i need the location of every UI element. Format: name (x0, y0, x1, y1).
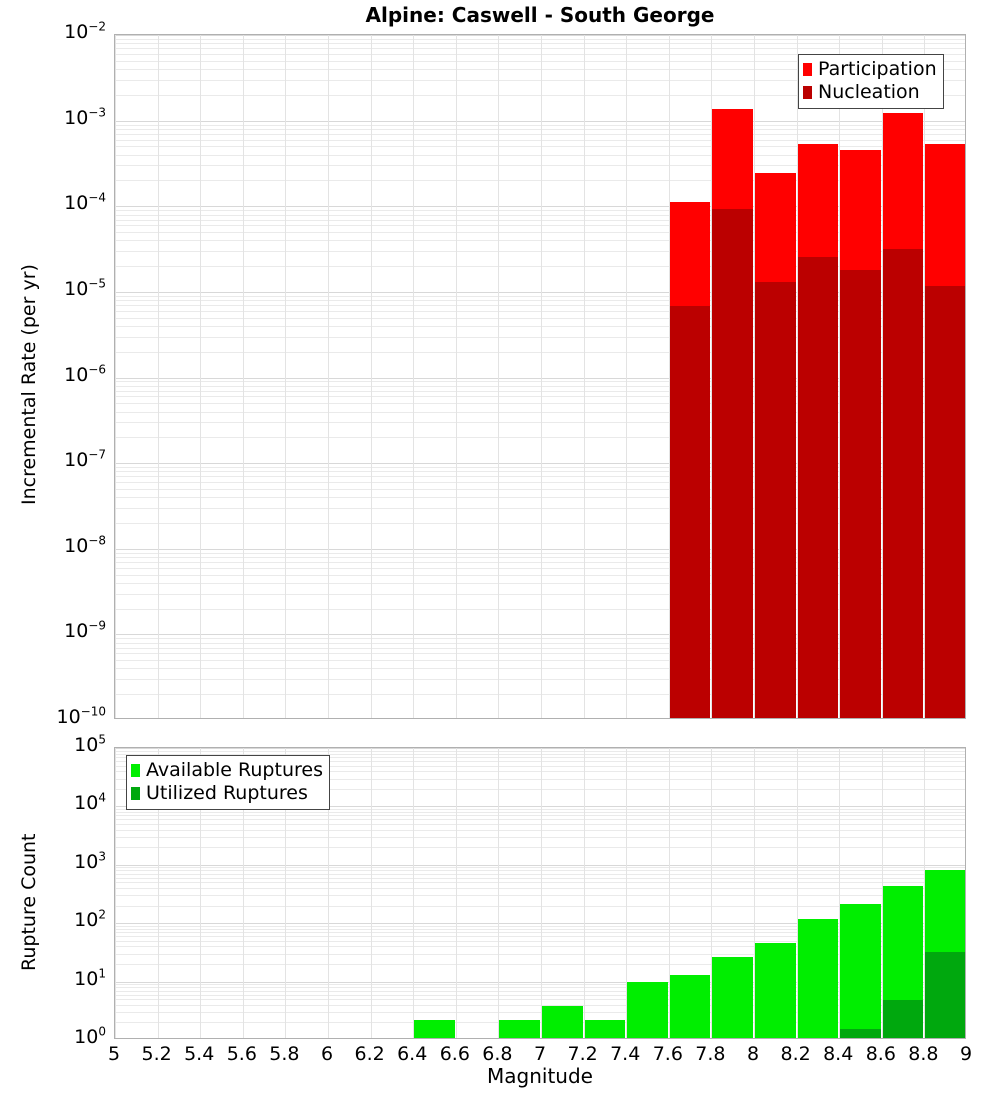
x-tick-label: 7.8 (695, 1043, 726, 1065)
legend-swatch-icon (131, 787, 140, 800)
x-tick-label: 7 (533, 1043, 547, 1065)
y-tick-label: 10−4 (64, 190, 106, 215)
bar (882, 249, 924, 718)
x-axis-title: Magnitude (487, 1064, 593, 1088)
bar (882, 999, 924, 1038)
x-tick-label: 8.2 (780, 1043, 811, 1065)
bar (755, 943, 796, 1038)
y-tick-label: 10−10 (56, 704, 106, 728)
legend-incremental-rate: Participation Nucleation (798, 54, 944, 109)
x-tick-label: 6.6 (439, 1043, 470, 1065)
bars-incremental-rate (115, 35, 965, 718)
bar (669, 974, 711, 1038)
y-tick-label: 10−5 (64, 276, 106, 300)
x-tick-label: 7.2 (567, 1043, 598, 1065)
x-tick-label: 6.4 (397, 1043, 428, 1065)
x-tick-label: 7.6 (652, 1043, 683, 1065)
legend-rupture-count: Available Ruptures Utilized Ruptures (126, 755, 330, 810)
x-tick-label: 8.8 (908, 1043, 939, 1065)
page-title: Alpine: Caswell - South George (365, 3, 715, 27)
bar (669, 305, 711, 718)
gridlines-bottom (115, 748, 965, 1038)
legend-item: Utilized Ruptures (131, 782, 323, 805)
x-tick-label: 5.8 (269, 1043, 300, 1065)
y-tick-label: 101 (74, 966, 106, 990)
bar (925, 286, 965, 718)
legend-item-label: Nucleation (818, 81, 920, 103)
legend-item-label: Available Ruptures (146, 759, 323, 781)
x-tick-label: 5.2 (141, 1043, 172, 1065)
bar (414, 1020, 455, 1038)
x-tick-label: 5.6 (226, 1043, 257, 1065)
legend-item-label: Participation (818, 58, 937, 80)
legend-swatch-icon (803, 86, 812, 99)
y-tick-label: 10−2 (64, 19, 106, 43)
incremental-rate-plot-area (114, 34, 966, 719)
y-tick-label: 103 (74, 849, 106, 873)
legend-item-label: Utilized Ruptures (146, 782, 308, 804)
y-tick-label: 10−9 (64, 619, 106, 643)
legend-item: Nucleation (803, 81, 937, 104)
x-tick-label: 9 (959, 1043, 973, 1065)
x-tick-label: 5 (107, 1043, 121, 1065)
bar (925, 951, 965, 1038)
y-tick-label: 100 (74, 1024, 106, 1048)
bar (712, 209, 753, 718)
x-tick-label: 8.4 (823, 1043, 854, 1065)
y-tick-label: 10−6 (64, 362, 106, 386)
y-tick-label: 102 (74, 907, 106, 932)
bar (755, 281, 796, 718)
y-tick-label: 10−7 (64, 447, 106, 472)
bar (840, 1029, 881, 1038)
y-tick-label: 104 (74, 791, 106, 815)
legend-item: Participation (803, 58, 937, 81)
bar (499, 1020, 540, 1038)
y-tick-label: 10−8 (64, 533, 106, 557)
bar (584, 1020, 626, 1038)
legend-swatch-icon (131, 764, 140, 777)
bar (797, 918, 839, 1038)
x-tick-label: 6 (320, 1043, 334, 1065)
y-tick-label: 10−3 (64, 105, 106, 129)
gridlines-top (115, 35, 965, 718)
x-tick-label: 8 (746, 1043, 760, 1065)
bar (840, 903, 881, 1038)
x-tick-label: 6.2 (354, 1043, 385, 1065)
bar (542, 1006, 583, 1038)
bars-rupture-count (115, 748, 965, 1038)
x-tick-label: 5.4 (184, 1043, 215, 1065)
bar (712, 957, 753, 1038)
x-tick-label: 6.8 (482, 1043, 513, 1065)
y-tick-label: 105 (74, 732, 106, 756)
legend-item: Available Ruptures (131, 759, 323, 782)
bar (840, 270, 881, 718)
x-tick-label: 8.6 (865, 1043, 896, 1065)
bar (797, 257, 839, 718)
legend-swatch-icon (803, 63, 812, 76)
x-tick-label: 7.4 (610, 1043, 641, 1065)
bar (627, 982, 668, 1038)
